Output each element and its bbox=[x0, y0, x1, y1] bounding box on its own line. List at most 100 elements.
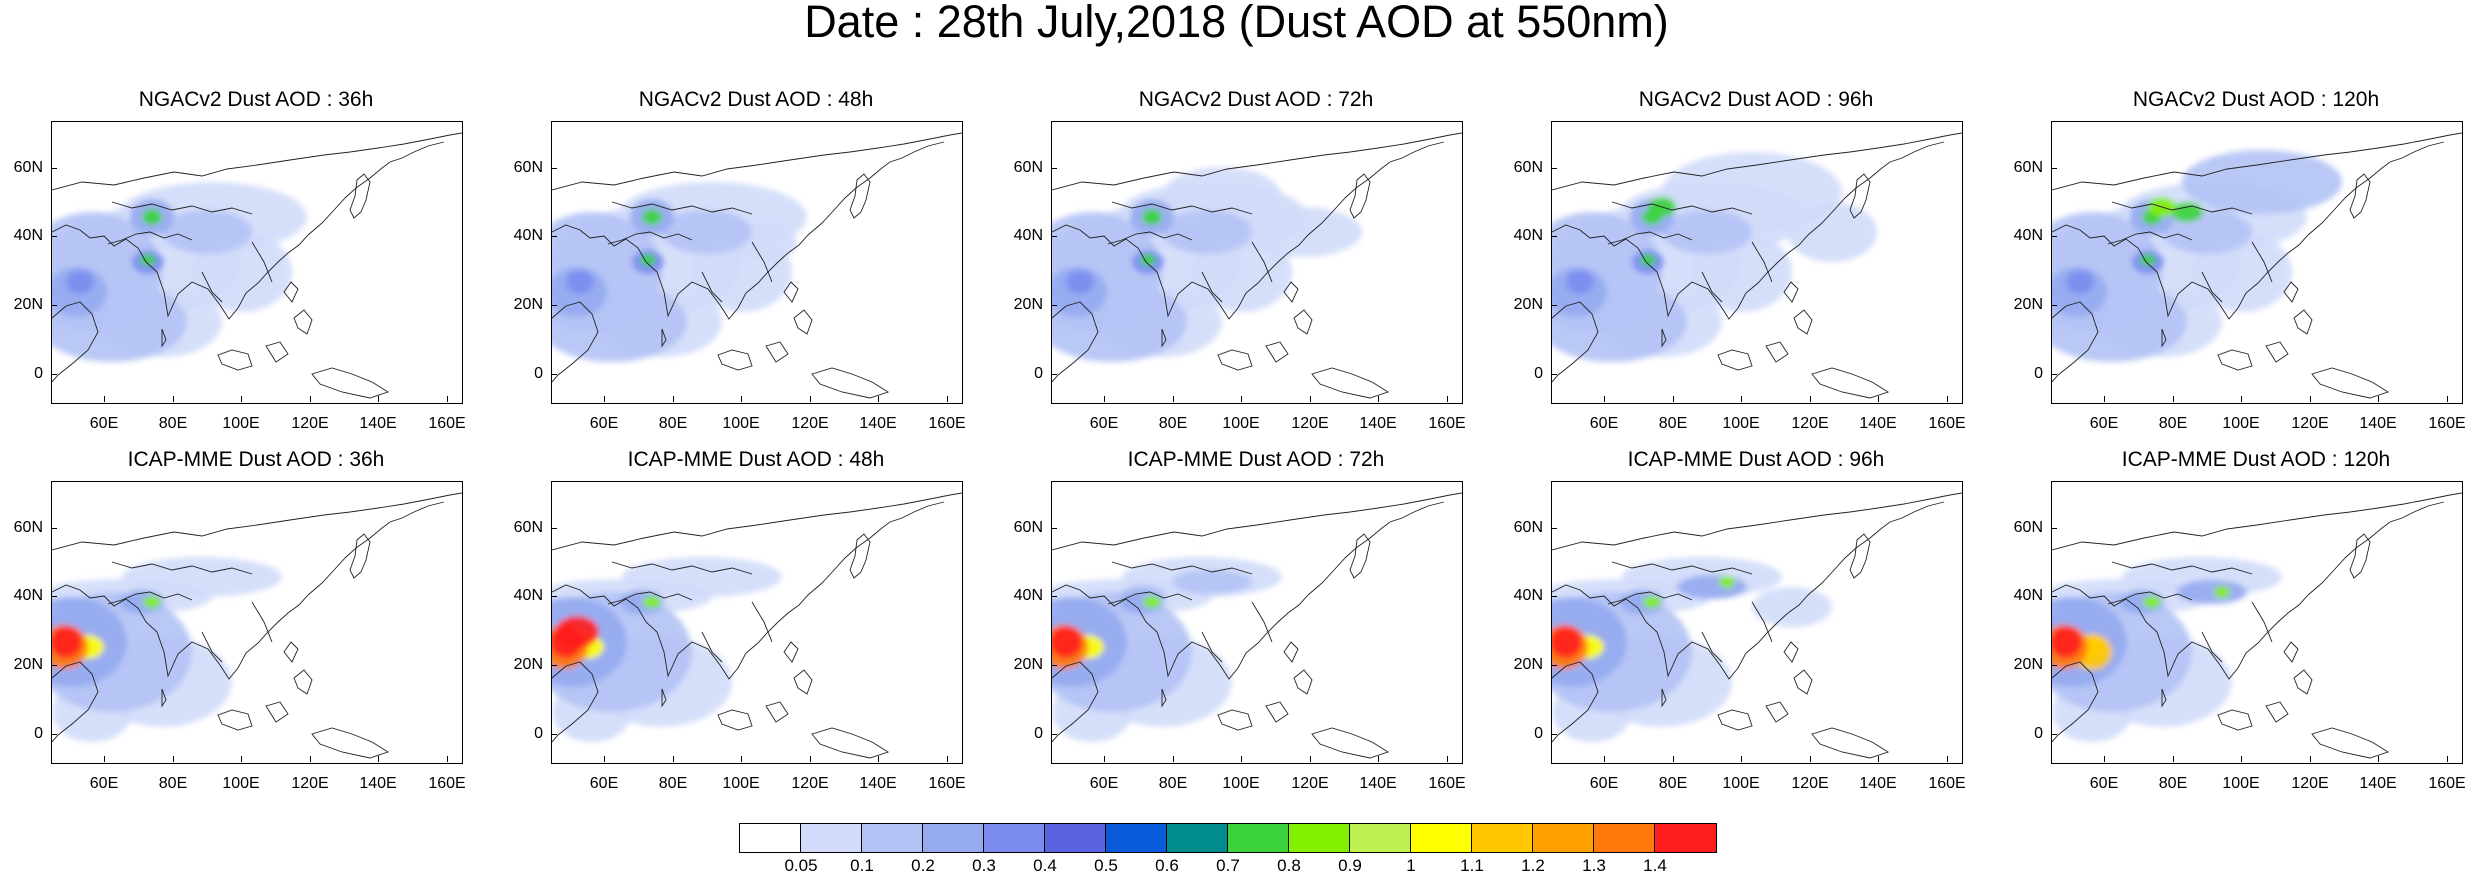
aod-region bbox=[142, 209, 162, 225]
lat-label: 20N bbox=[1013, 656, 1043, 673]
aod-region bbox=[140, 254, 156, 266]
lat-label: 0 bbox=[34, 365, 43, 382]
panel-title: NGACv2 Dust AOD : 96h bbox=[1638, 88, 1874, 111]
aod-region bbox=[642, 209, 662, 225]
panel-title: NGACv2 Dust AOD : 48h bbox=[638, 88, 874, 111]
lon-label: 80E bbox=[158, 775, 188, 792]
lat-tick bbox=[2051, 528, 2057, 529]
lon-label: 100E bbox=[1222, 415, 1260, 432]
colorbar-label: 0.8 bbox=[1277, 856, 1301, 875]
panel-title: NGACv2 Dust AOD : 72h bbox=[1138, 88, 1374, 111]
panel-title: ICAP-MME Dust AOD : 96h bbox=[1627, 448, 1885, 471]
lon-tick bbox=[104, 756, 105, 762]
lat-tick bbox=[551, 596, 557, 597]
colorbar-swatch bbox=[984, 824, 1045, 852]
lat-tick bbox=[551, 236, 557, 237]
lat-tick bbox=[1551, 528, 1557, 529]
lon-label: 120E bbox=[1791, 415, 1829, 432]
colorbar-label: 1.2 bbox=[1521, 856, 1545, 875]
aod-colorbar bbox=[739, 823, 1717, 853]
lon-label: 100E bbox=[1722, 415, 1760, 432]
lon-tick bbox=[310, 396, 311, 402]
lon-tick bbox=[673, 396, 674, 402]
aod-region bbox=[66, 270, 94, 294]
lon-tick bbox=[1378, 396, 1379, 402]
lat-tick bbox=[2051, 168, 2057, 169]
coastlines bbox=[552, 132, 962, 399]
lon-tick bbox=[604, 756, 605, 762]
lat-tick bbox=[551, 665, 557, 666]
lon-label: 160E bbox=[928, 415, 966, 432]
lon-tick bbox=[1878, 756, 1879, 762]
lon-tick bbox=[2310, 756, 2311, 762]
aod-region bbox=[2066, 270, 2094, 294]
dust-aod-map bbox=[1551, 121, 1963, 404]
coastlines bbox=[552, 492, 962, 759]
aod-region bbox=[1787, 202, 1877, 262]
lat-label: 40N bbox=[2013, 587, 2043, 604]
lat-tick bbox=[1051, 665, 1057, 666]
aod-region bbox=[662, 210, 752, 254]
colorbar-label: 0.4 bbox=[1033, 856, 1057, 875]
colorbar-swatch bbox=[923, 824, 984, 852]
dust-aod-map bbox=[551, 121, 963, 404]
lat-label: 40N bbox=[513, 227, 543, 244]
lon-label: 120E bbox=[791, 415, 829, 432]
lon-label: 140E bbox=[359, 775, 397, 792]
lat-tick bbox=[51, 236, 57, 237]
aod-region bbox=[52, 626, 82, 658]
lat-label: 20N bbox=[513, 656, 543, 673]
aod-region bbox=[1752, 587, 1832, 627]
lon-tick bbox=[241, 756, 242, 762]
aod-region bbox=[555, 616, 599, 648]
colorbar-label: 0.9 bbox=[1338, 856, 1362, 875]
map-panel-6: ICAP-MME Dust AOD : 36h 60N 40N 20N 0 60E 80E 1… bbox=[0, 448, 466, 808]
lon-label: 120E bbox=[291, 415, 329, 432]
colorbar-label: 1 bbox=[1406, 856, 1416, 875]
lon-label: 100E bbox=[2222, 415, 2260, 432]
lon-label: 60E bbox=[1089, 775, 1119, 792]
lon-label: 140E bbox=[359, 415, 397, 432]
aod-region bbox=[1566, 270, 1594, 294]
colorbar-swatch bbox=[1594, 824, 1655, 852]
lat-tick bbox=[1551, 596, 1557, 597]
lon-tick bbox=[741, 396, 742, 402]
lon-label: 60E bbox=[589, 415, 619, 432]
map-panel-7: ICAP-MME Dust AOD : 48h 60N 40N 20N 0 60E 80E 1… bbox=[500, 448, 966, 808]
lon-tick bbox=[2173, 396, 2174, 402]
lat-label: 40N bbox=[1013, 227, 1043, 244]
lat-tick bbox=[1051, 528, 1057, 529]
lon-tick bbox=[947, 756, 948, 762]
lon-tick bbox=[2104, 756, 2105, 762]
lon-label: 100E bbox=[722, 775, 760, 792]
coastlines bbox=[1052, 492, 1462, 759]
lon-tick bbox=[2378, 396, 2379, 402]
lon-label: 100E bbox=[222, 775, 260, 792]
lon-tick bbox=[1241, 756, 1242, 762]
lat-label: 0 bbox=[1034, 725, 1043, 742]
dust-field bbox=[1552, 557, 1832, 742]
lat-tick bbox=[1051, 168, 1057, 169]
lat-tick bbox=[1051, 374, 1057, 375]
lon-label: 60E bbox=[1589, 415, 1619, 432]
lat-label: 0 bbox=[2034, 725, 2043, 742]
lat-label: 60N bbox=[13, 519, 43, 536]
lat-tick bbox=[1551, 305, 1557, 306]
lon-tick bbox=[1447, 396, 1448, 402]
lat-tick bbox=[1051, 734, 1057, 735]
lat-tick bbox=[551, 168, 557, 169]
lon-tick bbox=[878, 756, 879, 762]
lon-tick bbox=[2310, 396, 2311, 402]
lon-tick bbox=[1604, 396, 1605, 402]
lat-label: 0 bbox=[2034, 365, 2043, 382]
aod-region bbox=[566, 270, 594, 294]
lon-tick bbox=[1878, 396, 1879, 402]
lat-label: 60N bbox=[2013, 519, 2043, 536]
lon-tick bbox=[2241, 396, 2242, 402]
lon-tick bbox=[378, 396, 379, 402]
colorbar-label: 1.4 bbox=[1643, 856, 1667, 875]
lon-tick bbox=[241, 396, 242, 402]
dust-aod-map bbox=[2051, 121, 2463, 404]
map-panel-9: ICAP-MME Dust AOD : 96h 60N 40N 20N 0 60E 80E 1… bbox=[1500, 448, 1966, 808]
lon-label: 140E bbox=[1859, 415, 1897, 432]
